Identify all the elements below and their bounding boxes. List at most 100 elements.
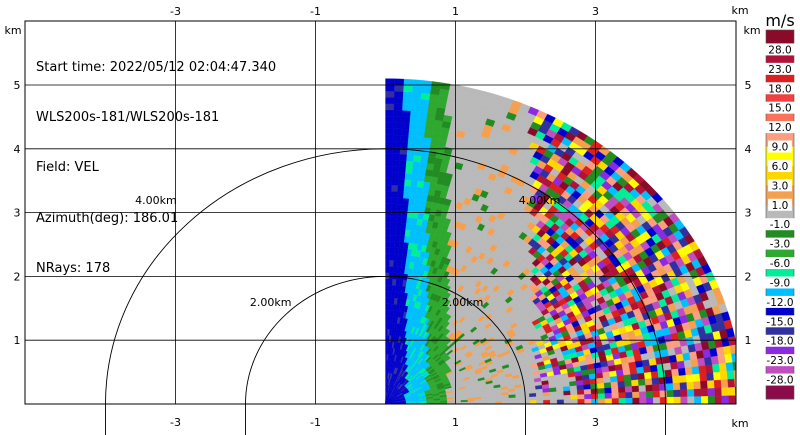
velocity-gate [422,137,432,145]
velocity-gate [488,401,496,404]
velocity-gate [418,168,427,176]
velocity-gate [623,374,632,382]
velocity-gate [406,210,414,219]
velocity-gate [418,111,428,119]
velocity-gate [412,79,423,87]
velocity-gate [589,378,598,385]
velocity-gate [425,118,436,127]
velocity-gate [727,336,736,347]
velocity-gate [643,371,652,380]
velocity-gate [385,84,395,92]
velocity-gate [402,204,409,212]
velocity-gate [698,365,707,375]
velocity-gate [405,160,414,168]
y-tick-label-right: 5 [745,79,752,92]
velocity-gate [598,398,606,404]
velocity-gate [385,109,395,117]
velocity-gate [570,390,578,396]
x-tick-label-bottom: -3 [170,416,181,429]
velocity-gate [395,222,402,230]
velocity-gate [699,373,708,382]
velocity-gate [392,134,402,142]
y-tick-label-right: 4 [745,143,752,156]
velocity-gate [583,389,592,395]
velocity-gate [543,395,551,401]
velocity-gate [595,372,604,379]
velocity-gate [556,386,564,392]
velocity-gate [641,359,651,367]
velocity-gate [419,98,430,107]
velocity-gate [629,367,638,375]
velocity-gate [632,397,640,404]
range-ring-label: 2.00km [442,296,484,309]
velocity-gate [420,92,431,101]
velocity-gate [671,368,680,377]
velocity-gate [644,378,653,386]
velocity-gate [691,366,700,375]
velocity-gate [385,216,392,223]
velocity-gate [406,217,413,225]
velocity-gate [420,155,429,164]
velocity-gate [402,103,412,111]
velocity-gate [726,370,735,380]
velocity-gate [388,284,393,292]
velocity-gate [575,380,584,386]
velocity-gate [397,185,405,193]
velocity-gate [646,397,654,404]
velocity-gate [394,78,405,86]
velocity-gate [392,141,401,148]
velocity-gate [721,387,729,397]
velocity-gate [638,385,647,393]
x-tick-label-top: 3 [592,5,599,18]
velocity-gate [407,141,416,150]
velocity-gate [584,394,592,400]
velocity-gate [440,82,451,91]
velocity-gate [549,391,558,397]
velocity-gate [385,322,388,330]
velocity-gate [391,191,398,198]
velocity-gate [416,180,425,188]
velocity-gate [385,153,393,161]
velocity-gate [389,253,395,261]
velocity-gate [390,203,398,211]
velocity-gate [562,381,571,388]
velocity-gate [542,388,550,393]
colorbar-label-bg [764,276,796,289]
field-text: Field: VEL [36,160,99,176]
velocity-gate [581,374,590,381]
velocity-gate [563,395,571,400]
y-tick-label-right: 2 [745,270,752,283]
velocity-gate [604,398,613,404]
velocity-gate [637,378,646,386]
velocity-gate [409,123,418,131]
velocity-gate [632,391,640,399]
colorbar-label-bg [764,237,796,250]
velocity-gate [673,389,681,398]
velocity-gate [732,361,736,371]
velocity-gate [522,400,530,404]
velocity-gate [663,362,672,371]
velocity-gate [481,401,489,404]
velocity-gate [590,388,599,395]
velocity-gate [393,116,403,123]
velocity-gate [388,272,394,280]
velocity-gate [404,179,412,187]
velocity-gate [590,383,598,390]
velocity-gate [396,203,403,211]
velocity-gate [690,358,699,368]
velocity-gate [610,381,619,388]
velocity-gate [385,191,392,198]
velocity-gate [582,379,591,386]
velocity-gate [502,400,510,404]
velocity-gate [584,398,592,404]
colorbar: 28.0 23.0 18.0 15.0 12.0 9.0 6.0 3.0 1.0 -1.0 -3.0… [761,29,799,400]
velocity-gate [515,394,523,398]
velocity-gate [394,235,401,242]
x-tick-label-top: 1 [452,5,459,18]
colorbar-label: -23.0 [766,355,793,367]
velocity-gate [396,210,403,218]
colorbar-label: -3.0 [770,239,791,251]
velocity-gate [591,393,599,400]
velocity-gate [394,241,400,249]
velocity-gate [535,388,544,394]
